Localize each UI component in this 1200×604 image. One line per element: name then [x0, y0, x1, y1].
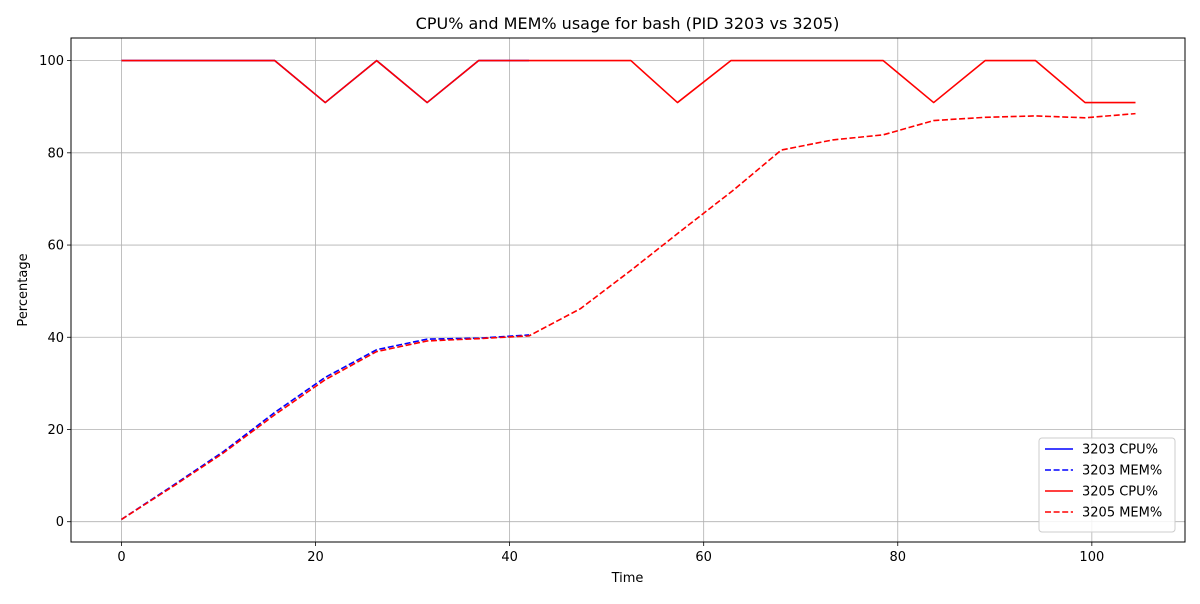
x-axis-ticks: 0 20 40 60 80 100	[117, 542, 1104, 565]
x-axis-label: Time	[611, 571, 644, 586]
y-axis-label: Percentage	[16, 253, 31, 326]
y-tick-label: 60	[47, 239, 64, 254]
series-line-3205-mem	[121, 112, 1136, 521]
x-tick-label: 100	[1079, 550, 1104, 565]
series-line-3205-cpu	[121, 59, 1136, 104]
y-tick-label: 20	[47, 423, 64, 438]
x-tick-label: 80	[889, 550, 906, 565]
series-lines	[121, 59, 1136, 521]
x-tick-label: 0	[117, 550, 125, 565]
legend-label: 3205 CPU%	[1082, 485, 1158, 500]
y-tick-label: 0	[56, 515, 64, 530]
y-tick-label: 100	[39, 54, 64, 69]
legend-label: 3203 MEM%	[1082, 464, 1162, 479]
y-tick-label: 40	[47, 331, 64, 346]
legend-label: 3205 MEM%	[1082, 506, 1162, 521]
legend-label: 3203 CPU%	[1082, 443, 1158, 458]
y-axis-ticks: 0 20 40 60 80 100	[39, 54, 71, 530]
x-tick-label: 20	[307, 550, 324, 565]
x-tick-label: 40	[501, 550, 518, 565]
plot-area-frame	[70, 37, 1186, 543]
series-line-3203-cpu	[121, 59, 530, 104]
grid	[71, 38, 1185, 542]
series-line-3203-mem	[121, 334, 530, 521]
legend: 3203 CPU% 3203 MEM% 3205 CPU% 3205 MEM%	[1038, 437, 1176, 533]
y-tick-label: 80	[47, 146, 64, 161]
legend-box	[1038, 437, 1176, 533]
chart-title: CPU% and MEM% usage for bash (PID 3203 v…	[416, 14, 840, 33]
x-tick-label: 60	[695, 550, 712, 565]
